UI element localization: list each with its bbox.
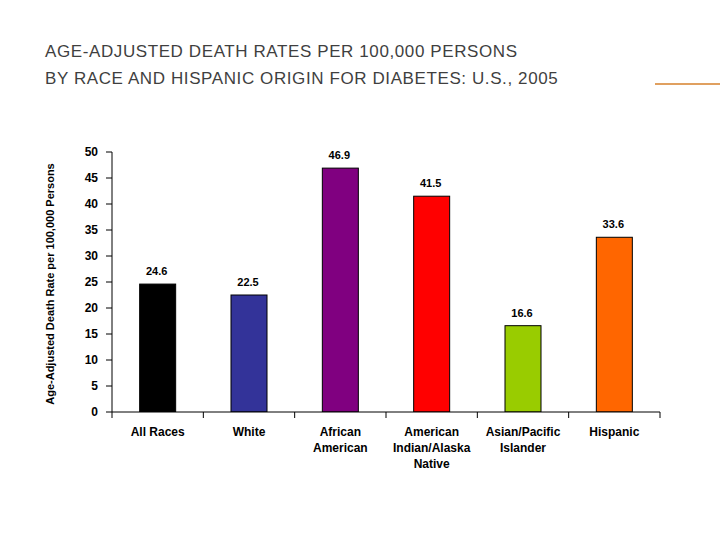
x-tick-label: All Races	[113, 424, 203, 440]
y-tick-label: 40	[85, 197, 99, 211]
y-tick-label: 0	[91, 405, 98, 419]
data-label: 22.5	[237, 276, 258, 288]
data-label: 24.6	[146, 265, 167, 277]
bar	[322, 168, 358, 412]
x-tick-label: American Indian/Alaska Native	[387, 424, 477, 472]
y-tick-label: 20	[85, 301, 99, 315]
y-tick	[106, 412, 112, 413]
y-tick-label: 25	[85, 275, 99, 289]
y-tick	[106, 282, 112, 283]
y-tick	[106, 360, 112, 361]
y-tick	[106, 334, 112, 335]
y-tick-label: 15	[85, 327, 99, 341]
y-tick-label: 10	[85, 353, 99, 367]
y-tick	[106, 386, 112, 387]
y-tick	[106, 256, 112, 257]
y-axis-label: Age-Adjusted Death Rate per 100,000 Pers…	[44, 163, 56, 404]
y-tick-label: 5	[91, 379, 98, 393]
x-tick	[294, 412, 295, 418]
x-tick-label: White	[204, 424, 294, 440]
bar	[414, 196, 450, 412]
bar	[596, 237, 632, 412]
y-tick-label: 50	[85, 145, 99, 159]
x-tick	[660, 412, 661, 418]
y-tick	[106, 178, 112, 179]
chart-root: AGE-ADJUSTED DEATH RATES PER 100,000 PER…	[0, 0, 720, 540]
x-tick-label: African American	[295, 424, 385, 456]
x-tick	[477, 412, 478, 418]
y-tick	[106, 230, 112, 231]
data-label: 41.5	[420, 177, 441, 189]
x-tick	[568, 412, 569, 418]
x-tick	[112, 412, 113, 418]
y-tick-label: 30	[85, 249, 99, 263]
title: AGE-ADJUSTED DEATH RATES PER 100,000 PER…	[45, 38, 558, 92]
y-tick-label: 45	[85, 171, 99, 185]
y-tick-label: 35	[85, 223, 99, 237]
x-tick	[386, 412, 387, 418]
x-tick-label: Asian/Pacific Islander	[478, 424, 568, 456]
chart-svg: Age-Adjusted Death Rate per 100,000 Pers…	[0, 0, 720, 540]
data-label: 16.6	[511, 307, 532, 319]
bar	[140, 284, 176, 412]
bar	[505, 326, 541, 412]
title-rule	[655, 83, 720, 85]
y-tick	[106, 204, 112, 205]
data-label: 46.9	[329, 149, 350, 161]
x-tick	[203, 412, 204, 418]
bar	[231, 295, 267, 412]
bars	[140, 168, 633, 412]
data-label: 33.6	[603, 218, 624, 230]
y-tick	[106, 152, 112, 153]
x-tick-label: Hispanic	[569, 424, 659, 440]
y-tick	[106, 308, 112, 309]
